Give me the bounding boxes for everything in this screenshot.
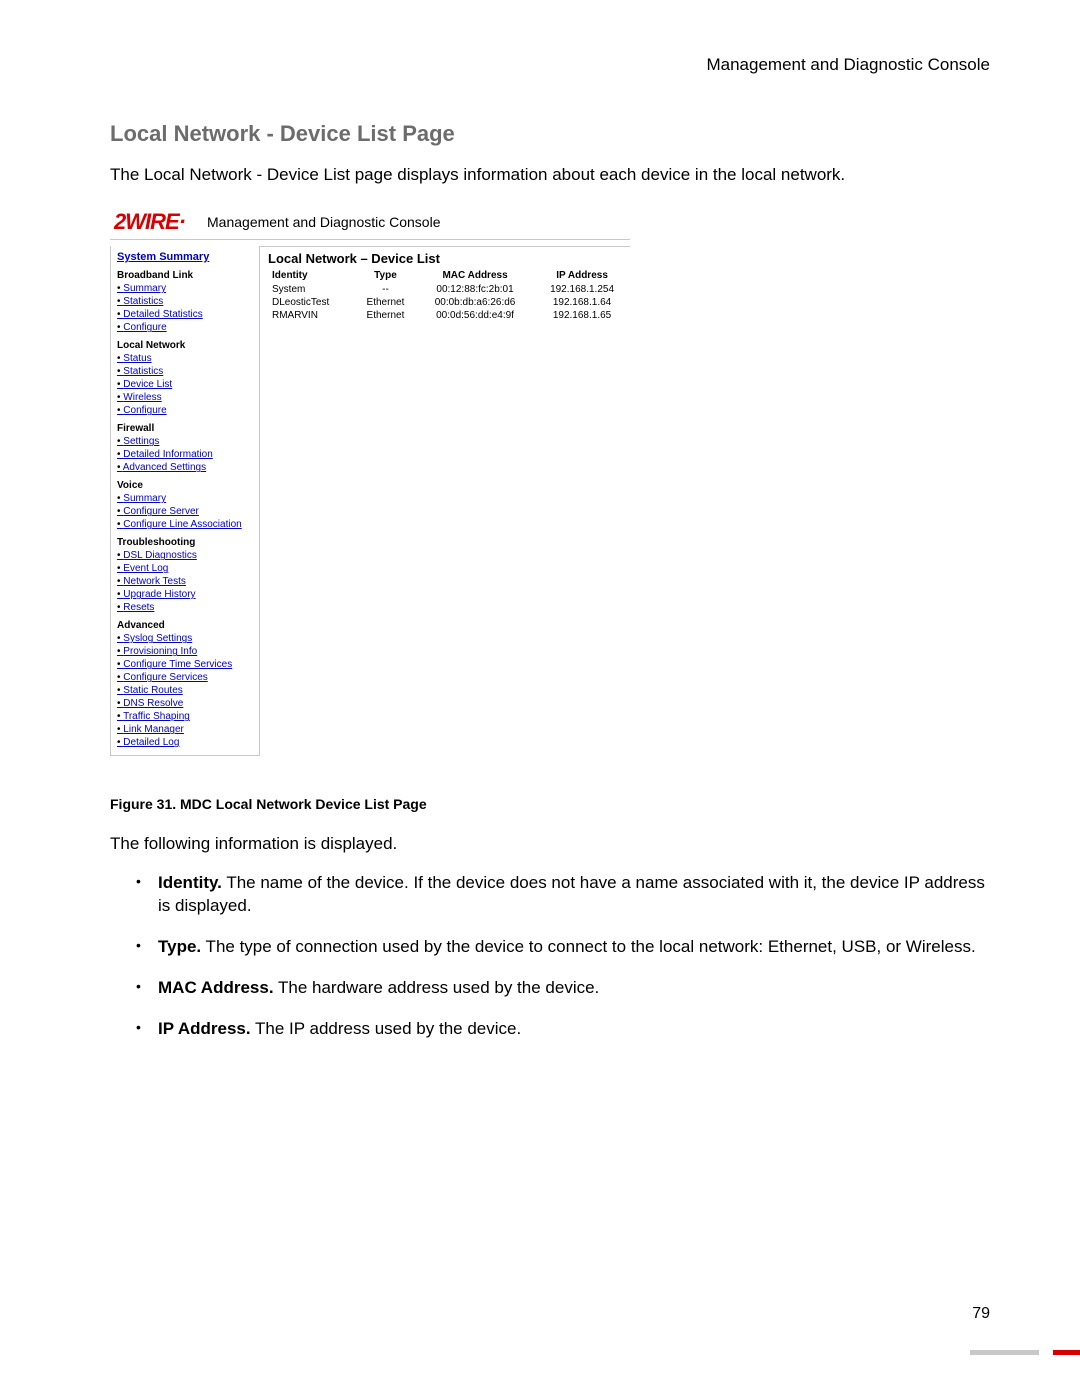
definition-list: Identity. The name of the device. If the… (110, 872, 990, 1041)
nav-group-title: Local Network (117, 340, 253, 351)
table-cell: 192.168.1.64 (534, 296, 630, 309)
table-cell: Ethernet (355, 296, 416, 309)
content-panel: Local Network – Device List IdentityType… (260, 246, 630, 756)
table-row: DLeosticTestEthernet00:0b:db:a6:26:d6192… (268, 296, 630, 309)
table-cell: 00:12:88:fc:2b:01 (416, 283, 534, 296)
nav-link[interactable]: Settings (117, 435, 253, 448)
nav-link[interactable]: Summary (117, 492, 253, 505)
nav-link[interactable]: Device List (117, 378, 253, 391)
screenshot-body: System Summary Broadband LinkSummaryStat… (110, 246, 630, 756)
table-row: RMARVINEthernet00:0d:56:dd:e4:9f192.168.… (268, 309, 630, 322)
nav-link[interactable]: Provisioning Info (117, 645, 253, 658)
nav-link[interactable]: Resets (117, 601, 253, 614)
table-column-header: Identity (268, 268, 355, 283)
console-label: Management and Diagnostic Console (207, 214, 440, 230)
table-cell: RMARVIN (268, 309, 355, 322)
definition-term: IP Address. (158, 1019, 251, 1038)
table-cell: 192.168.1.65 (534, 309, 630, 322)
nav-link[interactable]: Detailed Statistics (117, 308, 253, 321)
embedded-screenshot: 2WIRE· Management and Diagnostic Console… (110, 209, 630, 756)
nav-link[interactable]: Detailed Information (117, 448, 253, 461)
table-column-header: IP Address (534, 268, 630, 283)
nav-group-title: Troubleshooting (117, 537, 253, 548)
header-section-title: Management and Diagnostic Console (110, 55, 990, 75)
table-cell: 00:0b:db:a6:26:d6 (416, 296, 534, 309)
definition-item: MAC Address. The hardware address used b… (136, 977, 990, 1000)
nav-group-title: Broadband Link (117, 270, 253, 281)
table-cell: 192.168.1.254 (534, 283, 630, 296)
definition-term: MAC Address. (158, 978, 274, 997)
table-cell: Ethernet (355, 309, 416, 322)
nav-link[interactable]: Event Log (117, 562, 253, 575)
nav-link[interactable]: Configure (117, 321, 253, 334)
sidebar-nav: System Summary Broadband LinkSummaryStat… (110, 246, 260, 756)
nav-link[interactable]: Upgrade History (117, 588, 253, 601)
intro-paragraph: The Local Network - Device List page dis… (110, 165, 990, 185)
nav-link[interactable]: Configure Services (117, 671, 253, 684)
definition-term: Type. (158, 937, 201, 956)
footer-accent-bar (970, 1350, 1080, 1355)
nav-group-title: Advanced (117, 620, 253, 631)
brand-logo: 2WIRE· (114, 209, 185, 235)
nav-system-summary[interactable]: System Summary (117, 250, 253, 264)
nav-link[interactable]: Configure Time Services (117, 658, 253, 671)
nav-link[interactable]: Traffic Shaping (117, 710, 253, 723)
screenshot-header: 2WIRE· Management and Diagnostic Console (110, 209, 630, 235)
table-column-header: Type (355, 268, 416, 283)
nav-link[interactable]: DNS Resolve (117, 697, 253, 710)
nav-link[interactable]: Statistics (117, 295, 253, 308)
nav-link[interactable]: Link Manager (117, 723, 253, 736)
definition-text: The hardware address used by the device. (274, 978, 600, 997)
device-list-table: IdentityTypeMAC AddressIP Address System… (268, 268, 630, 322)
nav-link[interactable]: DSL Diagnostics (117, 549, 253, 562)
nav-link[interactable]: Summary (117, 282, 253, 295)
table-cell: 00:0d:56:dd:e4:9f (416, 309, 534, 322)
nav-group-title: Firewall (117, 423, 253, 434)
table-cell: System (268, 283, 355, 296)
nav-link[interactable]: Static Routes (117, 684, 253, 697)
definition-item: Type. The type of connection used by the… (136, 936, 990, 959)
definition-term: Identity. (158, 873, 222, 892)
nav-link[interactable]: Status (117, 352, 253, 365)
definition-item: Identity. The name of the device. If the… (136, 872, 990, 918)
nav-link[interactable]: Detailed Log (117, 736, 253, 749)
document-page: Management and Diagnostic Console Local … (0, 0, 1080, 1397)
lead-in-text: The following information is displayed. (110, 834, 990, 854)
nav-link[interactable]: Network Tests (117, 575, 253, 588)
definition-text: The IP address used by the device. (251, 1019, 522, 1038)
definition-text: The type of connection used by the devic… (201, 937, 976, 956)
table-cell: DLeosticTest (268, 296, 355, 309)
page-number: 79 (972, 1305, 990, 1323)
nav-link[interactable]: Configure Server (117, 505, 253, 518)
divider (110, 239, 630, 240)
nav-link[interactable]: Syslog Settings (117, 632, 253, 645)
table-header-row: IdentityTypeMAC AddressIP Address (268, 268, 630, 283)
nav-link[interactable]: Statistics (117, 365, 253, 378)
definition-item: IP Address. The IP address used by the d… (136, 1018, 990, 1041)
page-title: Local Network - Device List Page (110, 121, 990, 147)
table-column-header: MAC Address (416, 268, 534, 283)
content-title: Local Network – Device List (268, 251, 630, 266)
nav-link[interactable]: Wireless (117, 391, 253, 404)
nav-link[interactable]: Configure (117, 404, 253, 417)
definition-text: The name of the device. If the device do… (158, 873, 985, 915)
nav-group-title: Voice (117, 480, 253, 491)
table-cell: -- (355, 283, 416, 296)
nav-link[interactable]: Advanced Settings (117, 461, 253, 474)
figure-caption: Figure 31. MDC Local Network Device List… (110, 796, 990, 812)
table-row: System--00:12:88:fc:2b:01192.168.1.254 (268, 283, 630, 296)
nav-link[interactable]: Configure Line Association (117, 518, 253, 531)
